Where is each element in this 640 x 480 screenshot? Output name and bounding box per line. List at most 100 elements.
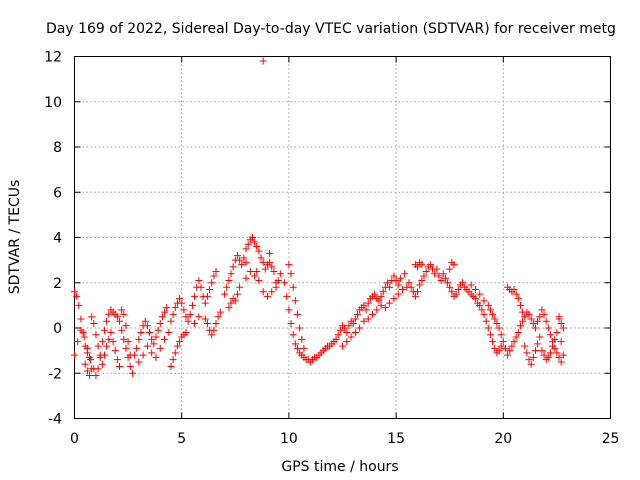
data-point bbox=[212, 319, 220, 327]
data-point bbox=[516, 301, 524, 309]
data-point bbox=[88, 365, 96, 373]
data-point bbox=[96, 353, 104, 361]
x-tick-label: 20 bbox=[494, 431, 512, 447]
data-point bbox=[161, 335, 169, 343]
data-point bbox=[231, 297, 239, 305]
data-point bbox=[216, 308, 224, 316]
data-point bbox=[495, 347, 503, 355]
data-point bbox=[525, 310, 533, 318]
x-tick-label: 5 bbox=[177, 431, 186, 447]
data-point bbox=[362, 306, 370, 314]
data-point bbox=[92, 372, 100, 380]
data-point bbox=[148, 349, 156, 357]
y-tick-label: 2 bbox=[53, 276, 62, 292]
data-point bbox=[223, 283, 231, 291]
data-point bbox=[454, 286, 462, 294]
data-point bbox=[375, 297, 383, 305]
data-point bbox=[341, 324, 349, 332]
data-point bbox=[238, 261, 246, 269]
y-axis-label: SDTVAR / TECUs bbox=[7, 180, 23, 295]
data-point bbox=[263, 292, 271, 300]
data-point bbox=[482, 317, 490, 325]
data-point bbox=[225, 276, 233, 284]
data-point bbox=[414, 288, 422, 296]
data-point bbox=[510, 338, 518, 346]
data-point bbox=[501, 344, 509, 352]
data-point bbox=[499, 338, 507, 346]
data-point bbox=[446, 265, 454, 273]
data-point bbox=[195, 276, 203, 284]
data-point bbox=[188, 301, 196, 309]
data-point bbox=[83, 367, 91, 375]
data-point bbox=[242, 245, 250, 253]
data-point bbox=[296, 324, 304, 332]
data-point bbox=[553, 329, 561, 337]
data-point bbox=[480, 310, 488, 318]
data-point bbox=[236, 256, 244, 264]
data-point bbox=[390, 295, 398, 303]
data-point bbox=[377, 292, 385, 300]
data-point bbox=[167, 362, 175, 370]
data-point bbox=[508, 342, 516, 350]
y-tick-label: 8 bbox=[53, 140, 62, 156]
data-point bbox=[467, 281, 475, 289]
data-point bbox=[210, 326, 218, 334]
data-point bbox=[253, 267, 261, 275]
data-point bbox=[521, 342, 529, 350]
data-point bbox=[268, 263, 276, 271]
data-point bbox=[399, 286, 407, 294]
data-point bbox=[386, 283, 394, 291]
data-point bbox=[98, 338, 106, 346]
data-point bbox=[422, 267, 430, 275]
data-point bbox=[195, 313, 203, 321]
data-point bbox=[407, 283, 415, 291]
data-point bbox=[529, 319, 537, 327]
data-point bbox=[354, 310, 362, 318]
data-point bbox=[291, 340, 299, 348]
data-point bbox=[542, 317, 550, 325]
data-point bbox=[531, 347, 539, 355]
data-point bbox=[208, 279, 216, 287]
data-point bbox=[259, 57, 267, 65]
data-point bbox=[98, 360, 106, 368]
data-point bbox=[381, 304, 389, 312]
data-point bbox=[452, 290, 460, 298]
data-point bbox=[491, 315, 499, 323]
data-point bbox=[214, 313, 222, 321]
data-point bbox=[540, 310, 548, 318]
data-point bbox=[135, 358, 143, 366]
data-point bbox=[536, 333, 544, 341]
data-point bbox=[289, 331, 297, 339]
data-point bbox=[351, 329, 359, 337]
data-point bbox=[225, 304, 233, 312]
data-point bbox=[158, 313, 166, 321]
data-point bbox=[285, 261, 293, 269]
x-tick-label: 10 bbox=[280, 431, 298, 447]
data-point bbox=[266, 249, 274, 257]
data-point bbox=[276, 270, 284, 278]
data-point bbox=[107, 329, 115, 337]
x-tick-label: 25 bbox=[602, 431, 620, 447]
data-point bbox=[489, 310, 497, 318]
data-point bbox=[369, 310, 377, 318]
data-point bbox=[259, 258, 267, 266]
data-point bbox=[83, 344, 91, 352]
data-point bbox=[377, 301, 385, 309]
data-point bbox=[360, 317, 368, 325]
data-point bbox=[94, 365, 102, 373]
data-point bbox=[506, 347, 514, 355]
data-point bbox=[182, 329, 190, 337]
data-point bbox=[555, 353, 563, 361]
data-point bbox=[122, 322, 130, 330]
data-point bbox=[141, 317, 149, 325]
data-point bbox=[191, 292, 199, 300]
data-point bbox=[171, 349, 179, 357]
data-point bbox=[416, 281, 424, 289]
data-point bbox=[336, 326, 344, 334]
data-point bbox=[484, 301, 492, 309]
data-point bbox=[519, 317, 527, 325]
data-point bbox=[251, 272, 259, 280]
data-point bbox=[504, 351, 512, 359]
data-point bbox=[531, 324, 539, 332]
